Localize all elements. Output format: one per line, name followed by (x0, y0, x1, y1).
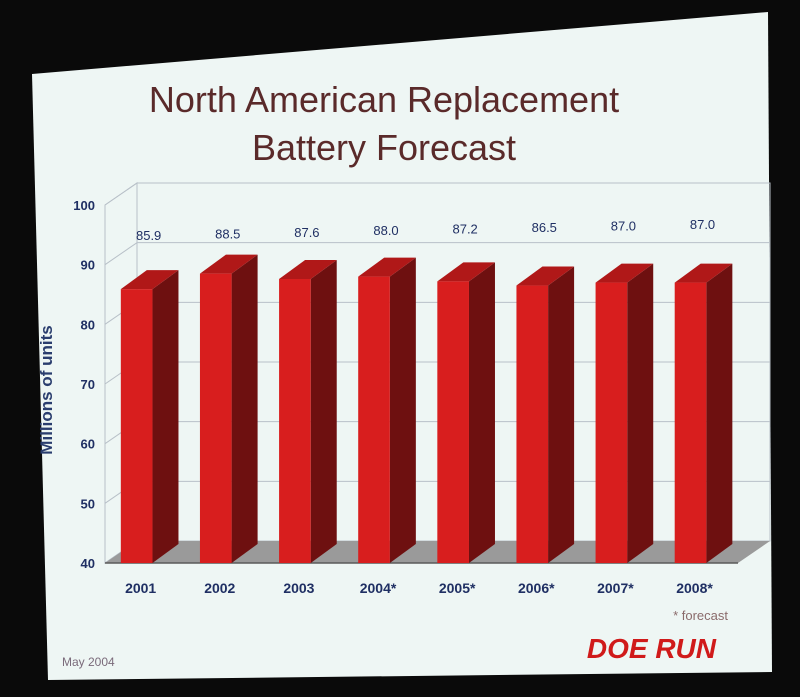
bar (279, 259, 337, 563)
data-labels: 85.9 88.5 87.6 88.0 87.2 86.5 87.0 87.0 (136, 217, 715, 243)
bar-front (199, 273, 232, 563)
bar-top (674, 263, 733, 283)
bar-side (468, 262, 495, 563)
bar-side (152, 270, 179, 563)
x-axis-ticks: 2001 2002 2003 2004* 2005* 2006* 2007* 2008* (125, 580, 713, 596)
y-tick-label: 70 (81, 377, 95, 392)
y-tick-label: 90 (81, 258, 95, 273)
bar-front (437, 281, 469, 563)
bar (516, 266, 575, 563)
data-label: 88.0 (373, 223, 398, 238)
bar-top (437, 262, 495, 282)
bar-top (358, 257, 416, 277)
x-tick-label: 2007* (597, 580, 634, 596)
x-tick-label: 2005* (439, 580, 476, 596)
y-tick-label: 60 (81, 437, 95, 452)
bar-side (627, 263, 654, 563)
gridline-side (104, 242, 138, 266)
bar-front (595, 282, 628, 563)
bar-top (279, 259, 337, 279)
bar-side (389, 257, 416, 563)
data-label: 87.6 (294, 225, 319, 240)
data-label: 87.0 (611, 218, 636, 233)
bar-side (706, 263, 733, 563)
bar-top (595, 263, 654, 283)
bar-top (199, 254, 258, 274)
bar-front (279, 278, 311, 563)
y-tick-label: 40 (81, 556, 95, 571)
bar (595, 263, 654, 563)
bar (120, 270, 179, 563)
bar-top (516, 266, 575, 286)
x-tick-label: 2008* (676, 580, 713, 596)
x-tick-label: 2002 (204, 580, 235, 596)
gridline-side (104, 182, 138, 206)
data-label: 87.2 (452, 222, 477, 237)
bar-front (516, 285, 549, 563)
chart-bars (120, 254, 733, 563)
y-tick-label: 80 (81, 317, 95, 332)
data-label: 85.9 (136, 228, 161, 243)
x-tick-label: 2003 (283, 580, 314, 596)
bar-front (674, 282, 707, 563)
bar (437, 262, 495, 563)
y-axis-label: Millions of units (37, 325, 56, 454)
bar-front (358, 276, 390, 563)
chart-title-line2: Battery Forecast (252, 127, 516, 168)
bar-side (231, 254, 258, 563)
bar-top (120, 270, 179, 290)
data-label: 87.0 (690, 217, 715, 232)
bar (674, 263, 733, 563)
y-tick-label: 100 (73, 198, 95, 213)
bar-side (310, 259, 337, 563)
footer-date: May 2004 (62, 655, 115, 669)
data-label: 86.5 (532, 220, 557, 235)
bar (199, 254, 258, 563)
bar-front (120, 289, 153, 563)
doe-run-logo: DOE RUN (587, 633, 717, 664)
x-tick-label: 2001 (125, 580, 156, 596)
x-tick-label: 2006* (518, 580, 555, 596)
y-tick-label: 50 (81, 496, 95, 511)
y-axis-ticks: 40 50 60 70 80 90 100 (73, 198, 95, 571)
forecast-footnote: * forecast (673, 608, 728, 623)
data-label: 88.5 (215, 226, 240, 241)
bar-side (548, 266, 575, 563)
chart-title-line1: North American Replacement (149, 79, 619, 120)
bar (358, 257, 416, 563)
x-tick-label: 2004* (360, 580, 397, 596)
